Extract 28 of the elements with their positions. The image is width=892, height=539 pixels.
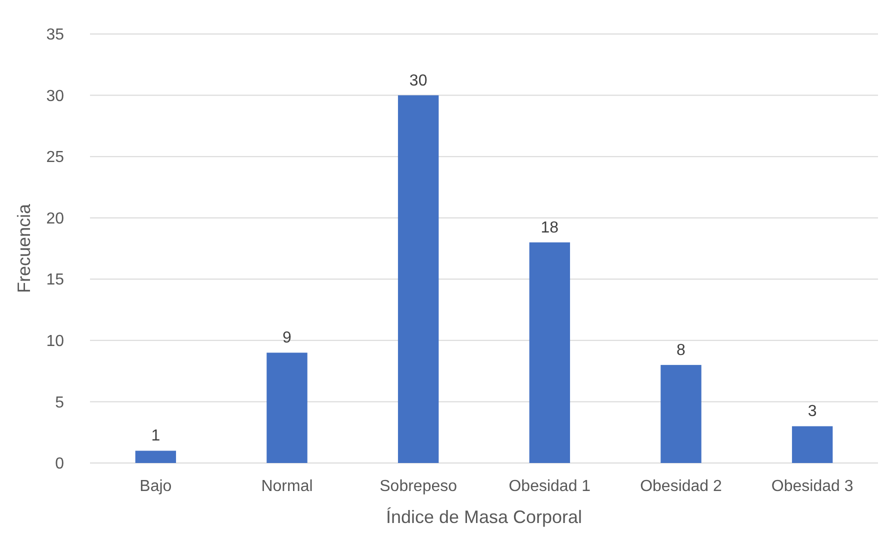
bar xyxy=(529,242,570,463)
bar xyxy=(792,426,833,463)
y-tick-label: 10 xyxy=(46,333,64,350)
data-label: 9 xyxy=(282,330,292,347)
x-axis-title: Índice de Masa Corporal xyxy=(386,507,582,527)
x-tick-label: Obesidad 2 xyxy=(640,478,722,495)
x-tick-label: Sobrepeso xyxy=(380,478,458,495)
bar xyxy=(398,95,439,463)
y-tick-label: 15 xyxy=(46,272,64,289)
data-label: 8 xyxy=(676,342,686,359)
x-tick-label: Obesidad 1 xyxy=(508,478,591,495)
x-tick-label: Obesidad 3 xyxy=(771,478,854,495)
y-tick-label: 0 xyxy=(55,456,64,473)
data-label: 30 xyxy=(409,72,428,90)
bar xyxy=(660,364,702,463)
y-tick-label: 30 xyxy=(46,88,64,105)
y-tick-label: 25 xyxy=(46,149,64,166)
x-tick-label: Bajo xyxy=(140,478,172,495)
y-tick-label: 35 xyxy=(46,26,64,44)
data-label: 18 xyxy=(540,219,559,236)
y-tick-label: 5 xyxy=(55,394,64,412)
y-tick-label: 20 xyxy=(46,210,64,228)
data-label: 1 xyxy=(151,428,160,445)
bar xyxy=(266,352,308,463)
data-label: 3 xyxy=(808,403,817,420)
bar xyxy=(135,450,176,463)
x-tick-label: Normal xyxy=(261,478,313,495)
y-axis-title: Frecuencia xyxy=(14,202,34,294)
